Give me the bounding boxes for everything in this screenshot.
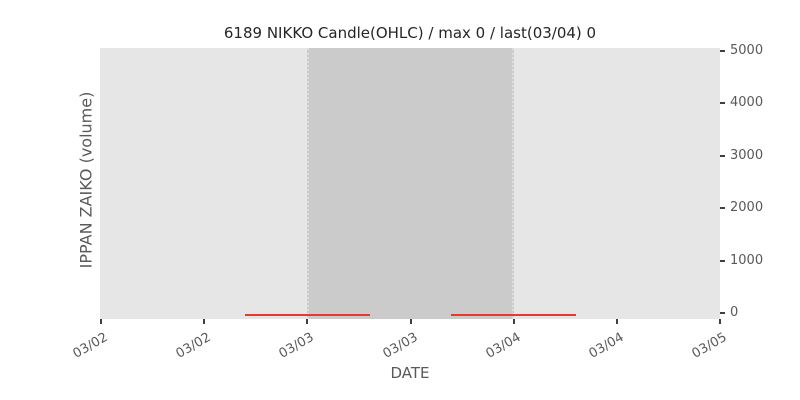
candle-03-03 (245, 314, 370, 316)
x-tick (410, 319, 412, 324)
x-tick (719, 319, 721, 324)
y-tick (720, 154, 725, 157)
plot-area (100, 48, 720, 319)
candle-03-04 (451, 314, 576, 316)
y-axis-label: IPPAN ZAIKO (volume) (76, 91, 96, 269)
y-tick (720, 259, 725, 262)
x-tick (100, 319, 102, 324)
y-tick-label: 0 (730, 305, 739, 320)
x-tick-label: 03/02 (70, 330, 111, 362)
y-tick-label: 5000 (730, 42, 764, 58)
highlight-band (307, 48, 514, 319)
y-tick-label: 4000 (730, 95, 764, 110)
x-tick (513, 319, 515, 324)
x-tick (203, 319, 205, 324)
y-tick (720, 207, 725, 209)
y-tick (720, 102, 725, 104)
y-tick-label: 2000 (730, 200, 764, 215)
y-tick-label: 3000 (730, 147, 764, 163)
y-tick (720, 49, 725, 52)
y-tick (720, 312, 725, 314)
x-axis-label: DATE (390, 364, 430, 382)
x-tick (306, 319, 308, 324)
y-tick-label: 1000 (730, 252, 764, 268)
x-tick (616, 319, 618, 324)
chart-title: 6189 NIKKO Candle(OHLC) / max 0 / last(0… (223, 24, 597, 42)
